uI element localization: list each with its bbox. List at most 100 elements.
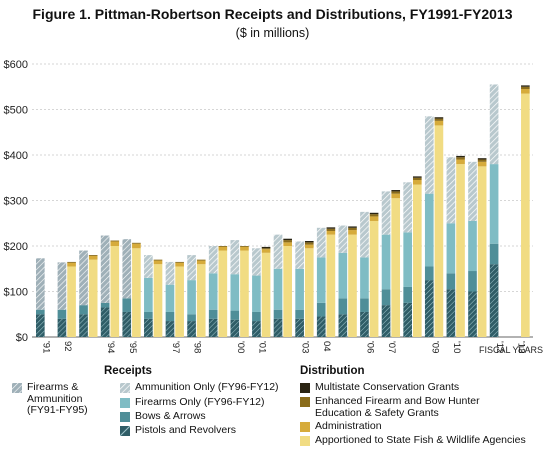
bar-receipts-pistols xyxy=(252,321,261,337)
bar-receipts-bows xyxy=(208,309,218,319)
bar-texture xyxy=(448,330,456,338)
bar-receipts-bows xyxy=(468,271,477,292)
bar-receipts-bows xyxy=(122,298,132,312)
bar-texture xyxy=(468,317,477,327)
bar-receipts-pistols xyxy=(360,311,369,337)
bar-distribution-administration xyxy=(326,230,336,235)
bar-distribution-enhanced xyxy=(412,177,422,181)
bar-texture xyxy=(230,319,236,325)
bar-receipts-ammunition xyxy=(230,240,240,275)
bar-receipts-firearms xyxy=(144,277,153,312)
bar-texture xyxy=(468,297,477,307)
bar-texture xyxy=(424,321,434,331)
bar-distribution-apportioned xyxy=(369,220,379,337)
bar-distribution-enhanced xyxy=(326,228,336,231)
bar-texture xyxy=(446,300,456,310)
bar-texture xyxy=(489,270,499,280)
bar-texture xyxy=(230,325,240,335)
bar-texture xyxy=(424,306,434,316)
bar-texture xyxy=(424,280,431,286)
bar-distribution-apportioned xyxy=(240,250,249,337)
bar-distribution-apportioned xyxy=(132,248,141,337)
bar-texture xyxy=(489,275,499,285)
bar-texture xyxy=(295,319,304,330)
bar-receipts-firearms xyxy=(403,232,412,287)
bar-receipts-firearms_ammo_early xyxy=(57,262,67,310)
bar-receipts-bows xyxy=(446,273,456,290)
bar-receipts-ammunition xyxy=(489,84,499,165)
bar-distribution-multistate xyxy=(326,227,336,229)
bar-receipts-bows xyxy=(489,243,499,265)
bar-receipts-firearms xyxy=(273,268,283,310)
bar-texture xyxy=(316,317,326,327)
bar-distribution-administration xyxy=(369,216,379,221)
bar-receipts-firearms_ammo_early xyxy=(36,258,45,310)
bar-receipts-firearms xyxy=(489,164,499,244)
bar-distribution-apportioned xyxy=(412,184,422,337)
bar-texture xyxy=(360,318,369,328)
bar-texture xyxy=(301,334,304,337)
bar-distribution-administration xyxy=(521,89,530,94)
x-tick-label: '94 xyxy=(105,341,116,353)
bar-texture xyxy=(468,312,477,322)
bar-distribution-administration xyxy=(110,241,120,246)
bar-texture xyxy=(489,305,499,315)
bar-distribution-apportioned xyxy=(283,246,292,337)
bar-distribution-enhanced xyxy=(434,118,444,121)
bar-distribution-administration xyxy=(88,256,98,260)
legend-label: Ammunition Only (FY96-FY12) xyxy=(135,381,279,393)
bar-receipts-bows xyxy=(295,309,304,319)
bar-texture xyxy=(489,300,499,310)
bar-distribution-apportioned xyxy=(153,264,163,337)
bar-receipts-pistols xyxy=(144,318,153,337)
legend-label: Apportioned to State Fish & Wildlife Age… xyxy=(315,434,526,446)
bar-texture xyxy=(489,310,499,320)
bar-distribution-administration xyxy=(391,193,401,199)
bar-texture xyxy=(491,330,499,338)
bar-texture xyxy=(316,316,323,322)
bar-receipts-firearms xyxy=(446,223,456,274)
bar-distribution-apportioned xyxy=(326,234,336,337)
bar-texture xyxy=(424,301,434,311)
bar-distribution-administration xyxy=(218,246,228,251)
legend-swatch xyxy=(300,397,310,407)
bar-texture xyxy=(338,325,348,335)
bar-texture xyxy=(81,330,88,337)
bar-texture xyxy=(446,305,456,315)
bar-distribution-enhanced xyxy=(218,246,228,247)
bar-distribution-multistate xyxy=(521,85,530,87)
legend-label: Enhanced Firearm and Bow Hunter Educatio… xyxy=(315,395,480,419)
x-tick-label: '10 xyxy=(451,341,462,353)
bar-distribution-enhanced xyxy=(132,242,141,244)
legend-item-ammunition: Ammunition Only (FY96-FY12) xyxy=(120,381,279,394)
bar-texture xyxy=(403,329,412,337)
bar-receipts-pistols xyxy=(446,289,456,337)
bar-distribution-multistate xyxy=(412,176,422,178)
bar-receipts-pistols xyxy=(316,316,326,337)
bar-receipts-bows xyxy=(252,311,261,322)
bar-receipts-bows xyxy=(338,298,348,315)
bar-distribution-apportioned xyxy=(196,264,206,337)
bar-receipts-firearms xyxy=(252,275,261,312)
bar-texture xyxy=(384,331,391,337)
x-tick-label: '01 xyxy=(256,341,267,353)
x-tick-label: '12 xyxy=(494,341,505,353)
bar-texture xyxy=(381,305,388,311)
bar-texture xyxy=(145,329,153,337)
legend-swatch xyxy=(120,398,130,408)
bar-texture xyxy=(100,323,110,333)
bar-texture xyxy=(403,302,409,309)
bar-distribution-enhanced xyxy=(67,261,76,263)
bar-texture xyxy=(446,320,456,330)
bar-distribution-administration xyxy=(261,249,271,253)
bar-texture xyxy=(424,326,434,336)
bar-texture xyxy=(424,296,434,306)
bar-receipts-pistols xyxy=(230,319,240,337)
legend-item-enhanced: Enhanced Firearm and Bow Hunter Educatio… xyxy=(300,395,480,419)
bar-receipts-firearms_ammo_early xyxy=(79,250,88,306)
bar-texture xyxy=(489,295,499,305)
bar-texture xyxy=(100,328,110,337)
bar-distribution-enhanced xyxy=(196,259,206,261)
bar-receipts-firearms xyxy=(230,274,240,311)
